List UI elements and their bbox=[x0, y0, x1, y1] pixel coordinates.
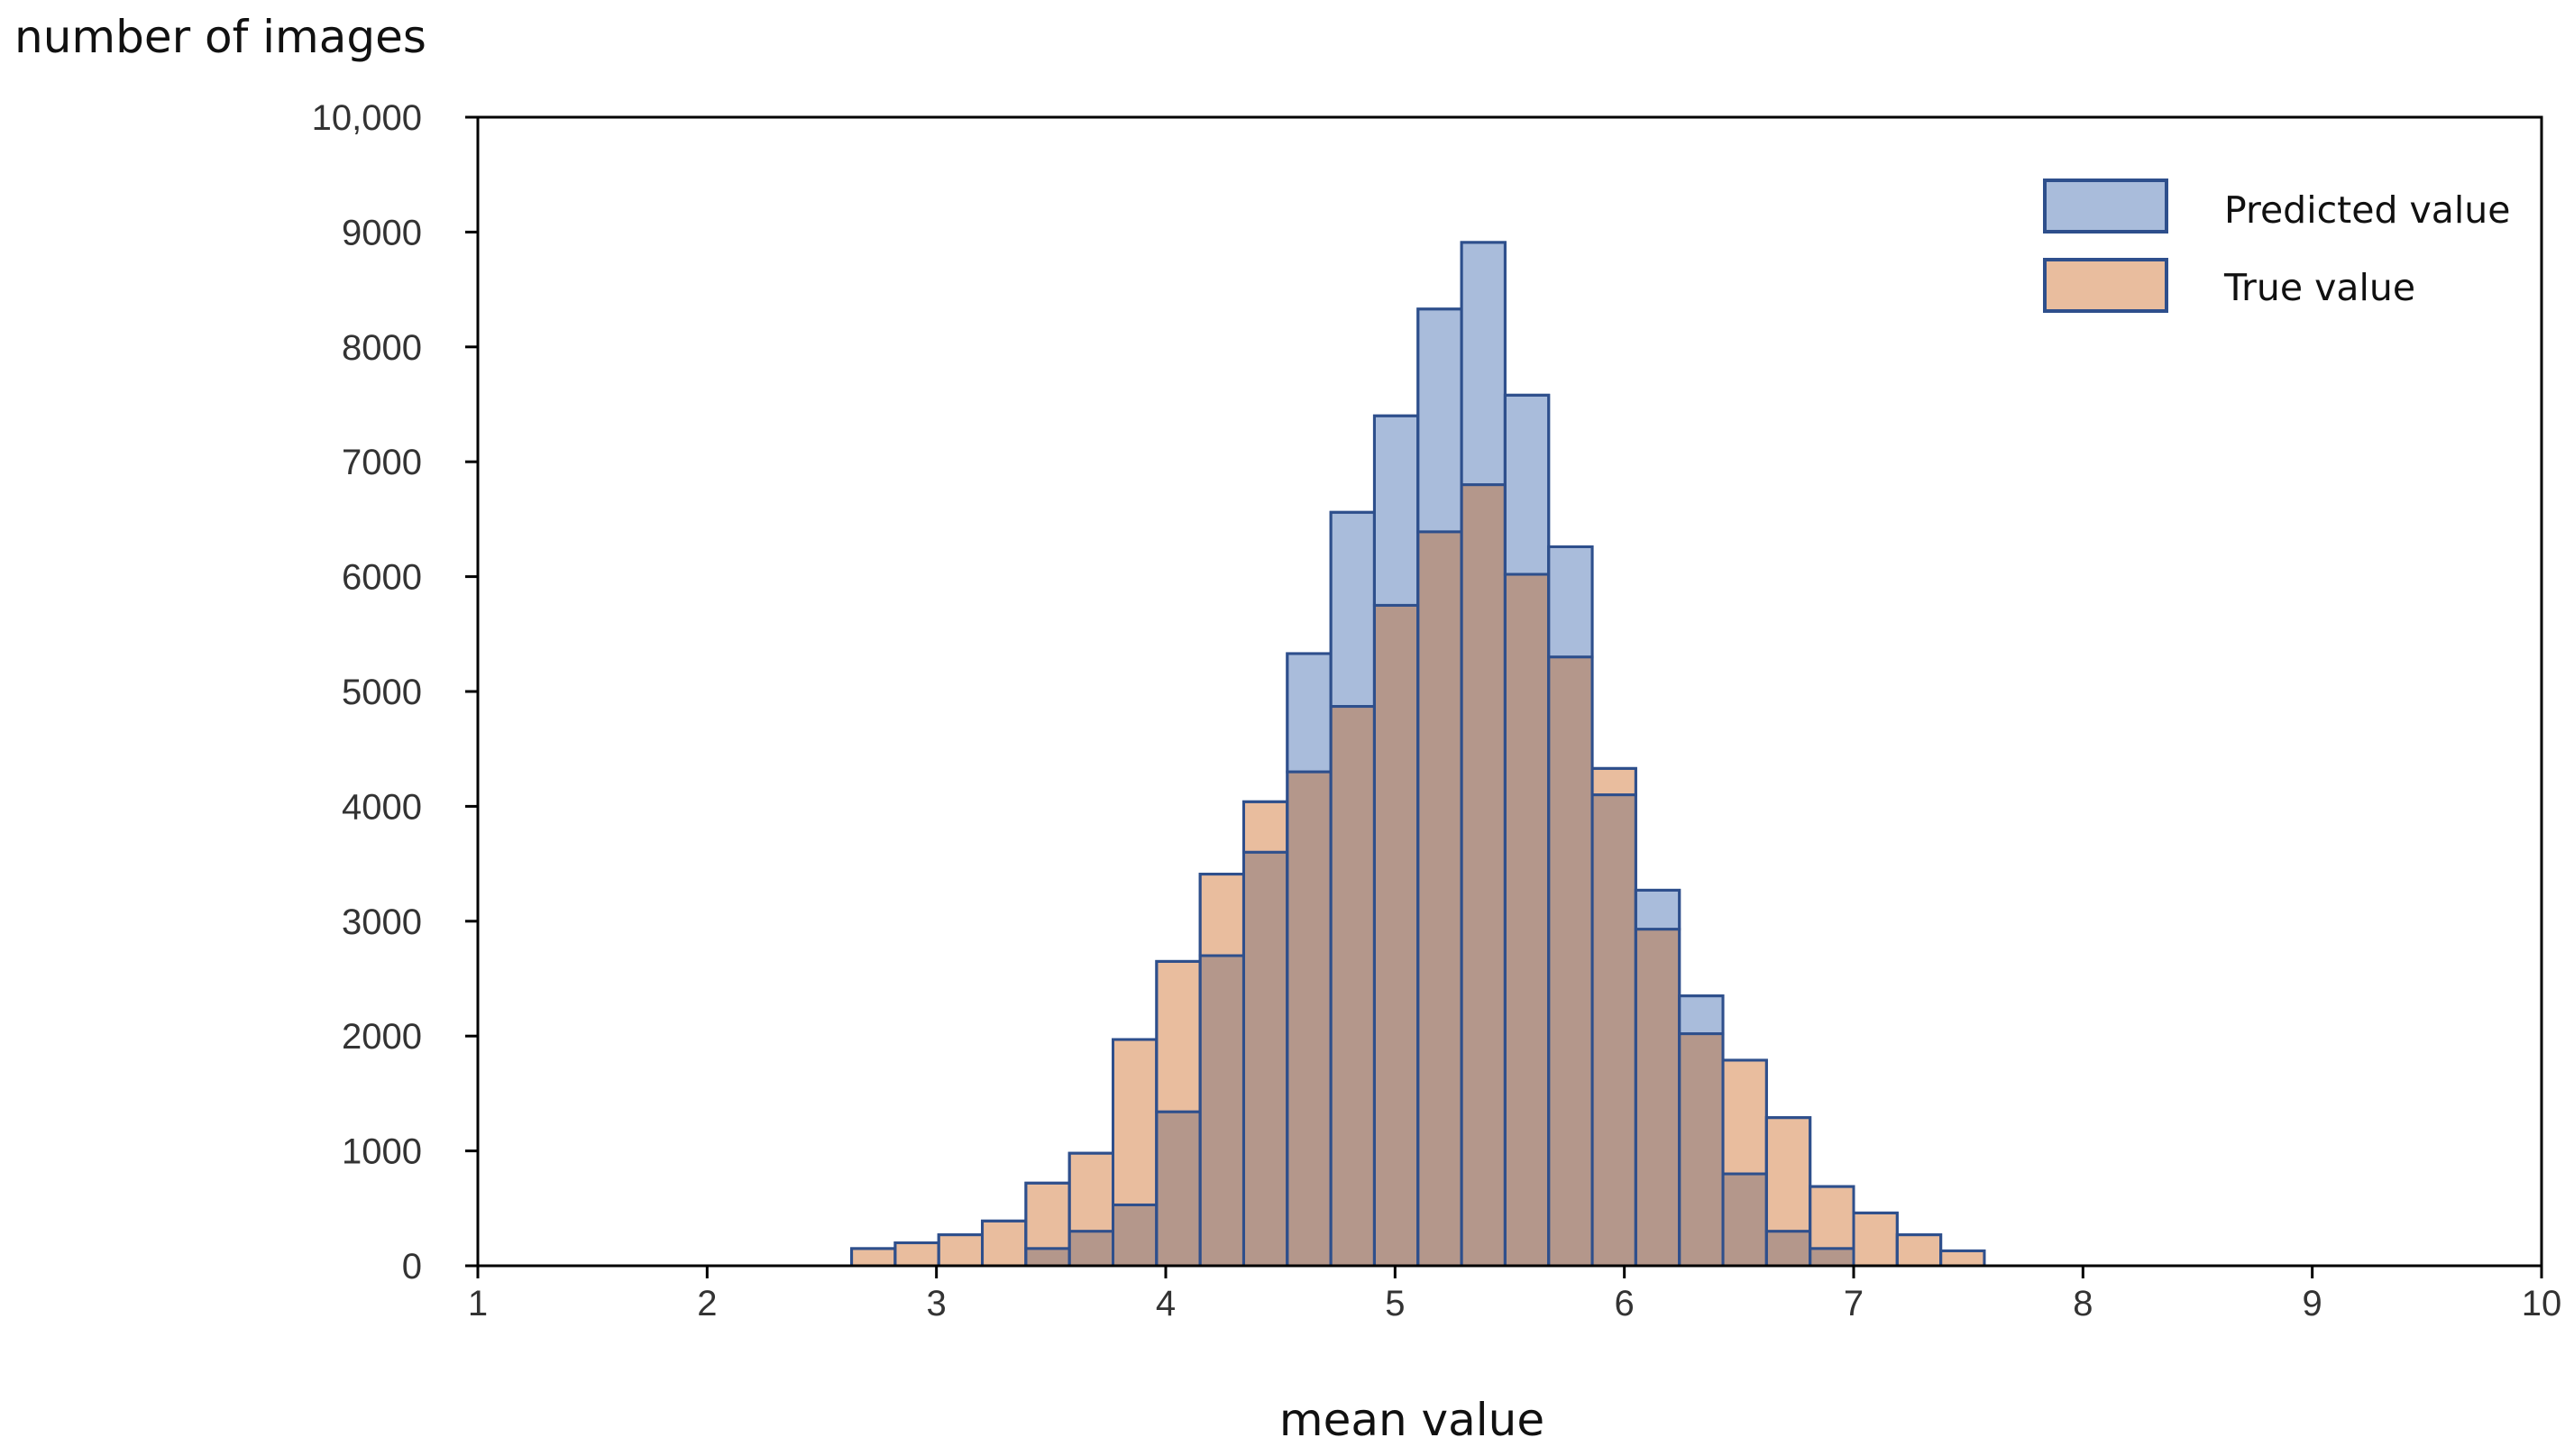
y-axis-title: number of images bbox=[14, 11, 426, 63]
y-tick-label: 7000 bbox=[342, 443, 422, 482]
x-tick-label: 4 bbox=[1156, 1284, 1176, 1323]
bar-predicted bbox=[1547, 545, 1594, 659]
y-tick-label: 6000 bbox=[342, 558, 422, 598]
bar-true bbox=[1764, 1116, 1812, 1233]
bar-overlap bbox=[1634, 928, 1681, 1268]
x-tick-label: 5 bbox=[1385, 1284, 1405, 1323]
legend: Predicted value True value bbox=[2043, 179, 2511, 313]
bar-true bbox=[1895, 1233, 1943, 1268]
bar-true bbox=[1024, 1181, 1071, 1250]
x-tick-label: 1 bbox=[468, 1284, 488, 1323]
y-axis: 0 1000 2000 3000 4000 5000 6000 7000 8000 9000 10,… bbox=[312, 98, 478, 1287]
legend-swatch-predicted bbox=[2043, 179, 2168, 234]
bar-overlap bbox=[1024, 1247, 1071, 1268]
y-tick-label: 3000 bbox=[342, 902, 422, 942]
bar-predicted bbox=[1634, 888, 1681, 931]
bar-overlap bbox=[1721, 1172, 1768, 1268]
x-tick-label: 3 bbox=[927, 1284, 947, 1323]
bar-true bbox=[1809, 1185, 1855, 1250]
bar-overlap bbox=[1067, 1230, 1115, 1268]
legend-label-true: True value bbox=[2223, 266, 2415, 309]
bar-overlap bbox=[1155, 1110, 1202, 1268]
bar-overlap bbox=[1764, 1230, 1812, 1268]
x-tick-label: 2 bbox=[697, 1284, 717, 1323]
x-axis-title: mean value bbox=[1279, 1394, 1544, 1446]
bar-true bbox=[981, 1219, 1028, 1268]
bar-true bbox=[937, 1233, 985, 1268]
y-tick-label: 0 bbox=[402, 1247, 422, 1287]
bar-predicted bbox=[1678, 994, 1725, 1036]
bar-overlap bbox=[1460, 483, 1507, 1268]
bar-overlap bbox=[1286, 770, 1333, 1268]
bar-predicted bbox=[1372, 414, 1420, 607]
y-tick-label: 8000 bbox=[342, 328, 422, 368]
bars-layer bbox=[850, 241, 1986, 1268]
x-tick-label: 6 bbox=[1615, 1284, 1635, 1323]
bar-true bbox=[1067, 1151, 1115, 1233]
y-tick-label: 1000 bbox=[342, 1132, 422, 1172]
bar-overlap bbox=[1241, 850, 1289, 1268]
bar-overlap bbox=[1112, 1203, 1159, 1268]
bar-true bbox=[893, 1241, 940, 1268]
bar-true bbox=[1112, 1038, 1159, 1206]
bar-predicted bbox=[1460, 241, 1507, 487]
bar-predicted bbox=[1503, 393, 1551, 576]
bar-overlap bbox=[1329, 705, 1376, 1268]
y-tick-label: 4000 bbox=[342, 787, 422, 827]
bar-overlap bbox=[1809, 1247, 1855, 1268]
x-tick-label: 8 bbox=[2073, 1284, 2093, 1323]
x-tick-label: 7 bbox=[1844, 1284, 1864, 1323]
bar-true bbox=[1852, 1211, 1899, 1268]
y-tick-label: 10,000 bbox=[312, 98, 422, 138]
bar-predicted bbox=[1286, 652, 1333, 774]
bar-overlap bbox=[1198, 954, 1245, 1268]
bar-overlap bbox=[1678, 1032, 1725, 1268]
bar-true bbox=[1155, 959, 1202, 1113]
bar-true bbox=[1590, 766, 1637, 797]
bar-true bbox=[1939, 1249, 1986, 1268]
bar-overlap bbox=[1503, 572, 1551, 1268]
y-tick-label: 2000 bbox=[342, 1017, 422, 1057]
bar-true bbox=[1198, 873, 1245, 957]
bar-overlap bbox=[1372, 603, 1420, 1268]
y-tick-label: 9000 bbox=[342, 213, 422, 252]
bar-predicted bbox=[1416, 307, 1463, 534]
bar-predicted bbox=[1329, 510, 1376, 709]
bar-overlap bbox=[1547, 655, 1594, 1268]
x-axis: 1 2 3 4 5 6 7 8 9 10 bbox=[468, 1266, 2561, 1323]
bar-overlap bbox=[1590, 793, 1637, 1268]
legend-swatch-true bbox=[2043, 258, 2168, 313]
x-tick-label: 10 bbox=[2522, 1284, 2562, 1323]
bar-true bbox=[850, 1247, 897, 1268]
bar-true bbox=[1241, 800, 1289, 854]
bar-true bbox=[1721, 1058, 1768, 1176]
bar-overlap bbox=[1416, 530, 1463, 1268]
x-tick-label: 9 bbox=[2303, 1284, 2322, 1323]
legend-label-predicted: Predicted value bbox=[2224, 188, 2511, 232]
y-tick-label: 5000 bbox=[342, 673, 422, 712]
